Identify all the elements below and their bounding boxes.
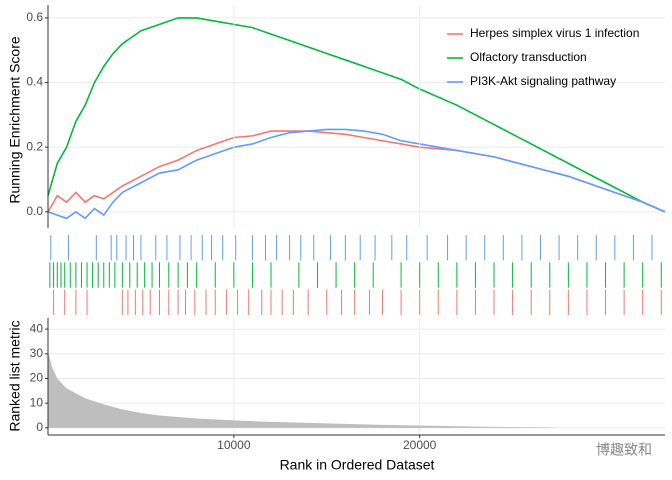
score-line xyxy=(47,17,666,213)
legend-label: Olfactory transduction xyxy=(470,50,587,64)
watermark: 博趣致和 xyxy=(596,442,652,458)
y-tick-label: 30 xyxy=(30,346,44,360)
score-line xyxy=(47,130,666,213)
y-tick-label: 0.4 xyxy=(26,75,43,89)
y-tick-label: 0 xyxy=(36,420,43,434)
ranked-metric-area xyxy=(48,351,560,428)
score-line xyxy=(47,128,666,220)
y-tick-label: 10 xyxy=(30,395,44,409)
y-tick-label: 0.0 xyxy=(26,204,43,218)
y-tick-label: 0.2 xyxy=(26,139,43,153)
legend-label: PI3K-Akt signaling pathway xyxy=(470,74,616,88)
legend-label: Herpes simplex virus 1 infection xyxy=(470,26,639,40)
x-tick-label: 10000 xyxy=(217,438,251,452)
y-tick-label: 20 xyxy=(30,371,44,385)
x-tick-label: 20000 xyxy=(403,438,437,452)
y-axis-title: Ranked list metric xyxy=(7,320,23,431)
y-tick-label: 0.6 xyxy=(26,10,43,24)
y-axis-title: Running Enrichment Score xyxy=(7,36,23,204)
x-axis-title: Rank in Ordered Dataset xyxy=(280,457,435,473)
y-tick-label: 40 xyxy=(30,321,44,335)
